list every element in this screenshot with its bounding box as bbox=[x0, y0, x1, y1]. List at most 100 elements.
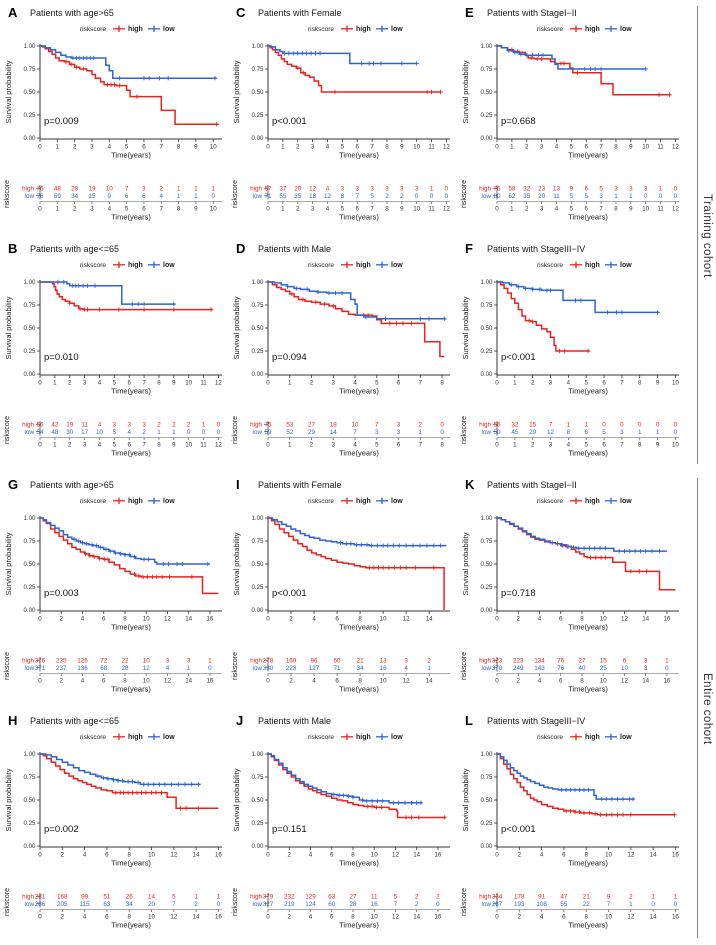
x-tick-label: 0 bbox=[38, 616, 42, 623]
x-axis-label: Time(years) bbox=[339, 859, 379, 868]
panel-title: Patients with age<=65 bbox=[30, 716, 119, 726]
censor-marks-low bbox=[331, 792, 424, 805]
legend-marker-high bbox=[341, 25, 353, 32]
legend-marker-low bbox=[148, 25, 160, 32]
x-tick-label: 8 bbox=[638, 380, 642, 387]
risk-counts-high: 75 53 27 18 10 7 3 2 0 bbox=[264, 422, 444, 429]
censor-marks-low bbox=[55, 279, 177, 307]
x-tick-label: 0 bbox=[495, 144, 499, 151]
risk-counts-high: 281 168 99 51 26 14 5 1 1 bbox=[35, 894, 221, 901]
panel-title: Patients with Female bbox=[258, 8, 342, 18]
legend-label-riskscore: riskscore bbox=[537, 26, 563, 33]
survival-curve-high bbox=[497, 281, 590, 352]
risk-count-high: 9 bbox=[570, 186, 574, 193]
risk-counts-low: 330 223 127 71 34 16 4 1 bbox=[263, 665, 432, 672]
x-tick-label: 4 bbox=[309, 852, 313, 859]
risk-x-axis-label: Time(years) bbox=[568, 685, 608, 694]
x-tick-label: 2 bbox=[525, 144, 529, 151]
risk-count-low: 16 bbox=[380, 665, 388, 672]
risk-count-high: 0 bbox=[620, 422, 624, 429]
risk-row-label-low: low bbox=[25, 193, 35, 200]
risk-count-high: 3 bbox=[142, 186, 146, 193]
p-value-label: p=0.002 bbox=[44, 824, 79, 835]
risk-count-low: 0 bbox=[217, 901, 221, 908]
y-tick-label: 0.25 bbox=[23, 348, 36, 355]
risk-count-low: 5 bbox=[584, 193, 588, 200]
x-tick-label: 12 bbox=[443, 144, 450, 151]
risk-count-low: 35 bbox=[523, 193, 531, 200]
censor-marks-low bbox=[70, 55, 218, 81]
risk-row-label-low: low bbox=[25, 665, 35, 672]
y-tick-label: 0.75 bbox=[251, 66, 264, 73]
risk-table-ylabel: riskscore bbox=[4, 180, 11, 208]
y-tick-label: 0.00 bbox=[480, 843, 493, 850]
risk-count-low: 71 bbox=[264, 193, 272, 200]
x-tick-label: 3 bbox=[540, 144, 544, 151]
risk-table-ylabel: riskscore bbox=[461, 180, 468, 208]
risk-x-tick-label: 7 bbox=[142, 442, 146, 449]
legend-marker-low bbox=[376, 25, 388, 32]
risk-count-low: 219 bbox=[284, 901, 295, 908]
x-tick-label: 7 bbox=[142, 380, 146, 387]
panel-letter-label: A bbox=[8, 5, 18, 20]
risk-x-tick-label: 3 bbox=[311, 206, 315, 213]
risk-x-tick-label: 7 bbox=[419, 442, 423, 449]
risk-x-tick-label: 6 bbox=[584, 206, 588, 213]
x-tick-label: 10 bbox=[148, 852, 155, 859]
risk-x-tick-label: 14 bbox=[650, 914, 657, 921]
risk-x-tick-label: 0 bbox=[495, 442, 499, 449]
risk-x-tick-label: 11 bbox=[428, 206, 435, 213]
legend-marker-low bbox=[148, 497, 160, 504]
y-tick-label: 1.00 bbox=[23, 279, 36, 286]
risk-count-low: 54 bbox=[36, 429, 44, 436]
y-axis-label: Survival probability bbox=[461, 296, 470, 359]
risk-count-low: 1 bbox=[638, 429, 642, 436]
risk-count-low: 5 bbox=[570, 193, 574, 200]
risk-count-low: 29 bbox=[529, 429, 537, 436]
legend-marker-high bbox=[570, 733, 582, 740]
entire-cohort-label: Entire cohort bbox=[701, 672, 713, 745]
risk-x-tick-label: 14 bbox=[642, 678, 649, 685]
panel-letter-label: I bbox=[236, 477, 240, 492]
survival-curve-high bbox=[497, 753, 676, 816]
risk-count-high: 168 bbox=[57, 894, 68, 901]
x-tick-label: 8 bbox=[385, 144, 389, 151]
risk-count-low: 55 bbox=[560, 901, 568, 908]
risk-x-tick-label: 12 bbox=[443, 206, 450, 213]
y-tick-label: 0.25 bbox=[23, 112, 36, 119]
x-axis-label: Time(years) bbox=[339, 151, 379, 160]
risk-x-tick-label: 10 bbox=[143, 678, 150, 685]
risk-x-tick-label: 1 bbox=[53, 442, 57, 449]
risk-count-low: 20 bbox=[148, 901, 156, 908]
x-tick-label: 5 bbox=[341, 144, 345, 151]
y-tick-label: 0.75 bbox=[480, 66, 493, 73]
x-tick-label: 0 bbox=[266, 380, 270, 387]
risk-count-low: 80 bbox=[493, 193, 501, 200]
risk-x-tick-label: 10 bbox=[642, 206, 649, 213]
x-tick-label: 2 bbox=[288, 852, 292, 859]
y-tick-label: 0.75 bbox=[480, 774, 493, 781]
risk-x-tick-label: 12 bbox=[621, 678, 628, 685]
censor-marks-high bbox=[295, 65, 443, 95]
x-tick-label: 2 bbox=[296, 144, 300, 151]
y-tick-label: 0.75 bbox=[251, 774, 264, 781]
legend-marker-low bbox=[605, 261, 617, 268]
risk-count-high: 2 bbox=[172, 422, 176, 429]
risk-count-high: 1 bbox=[674, 894, 678, 901]
y-tick-label: 0.00 bbox=[23, 371, 36, 378]
censor-marks-low bbox=[285, 284, 447, 321]
risk-count-low: 1 bbox=[629, 901, 633, 908]
risk-table-ylabel: riskscore bbox=[461, 416, 468, 444]
x-axis-label: Time(years) bbox=[568, 387, 608, 396]
legend-label-riskscore: riskscore bbox=[537, 734, 563, 741]
legend-label-low: low bbox=[163, 498, 175, 505]
risk-x-tick-label: 0 bbox=[266, 206, 270, 213]
panel-title: Patients with age<=65 bbox=[30, 244, 119, 254]
risk-row-label-high: high bbox=[479, 186, 491, 193]
x-tick-label: 10 bbox=[143, 616, 150, 623]
risk-x-tick-label: 10 bbox=[210, 206, 217, 213]
x-tick-label: 16 bbox=[206, 616, 213, 623]
x-tick-label: 12 bbox=[392, 852, 399, 859]
